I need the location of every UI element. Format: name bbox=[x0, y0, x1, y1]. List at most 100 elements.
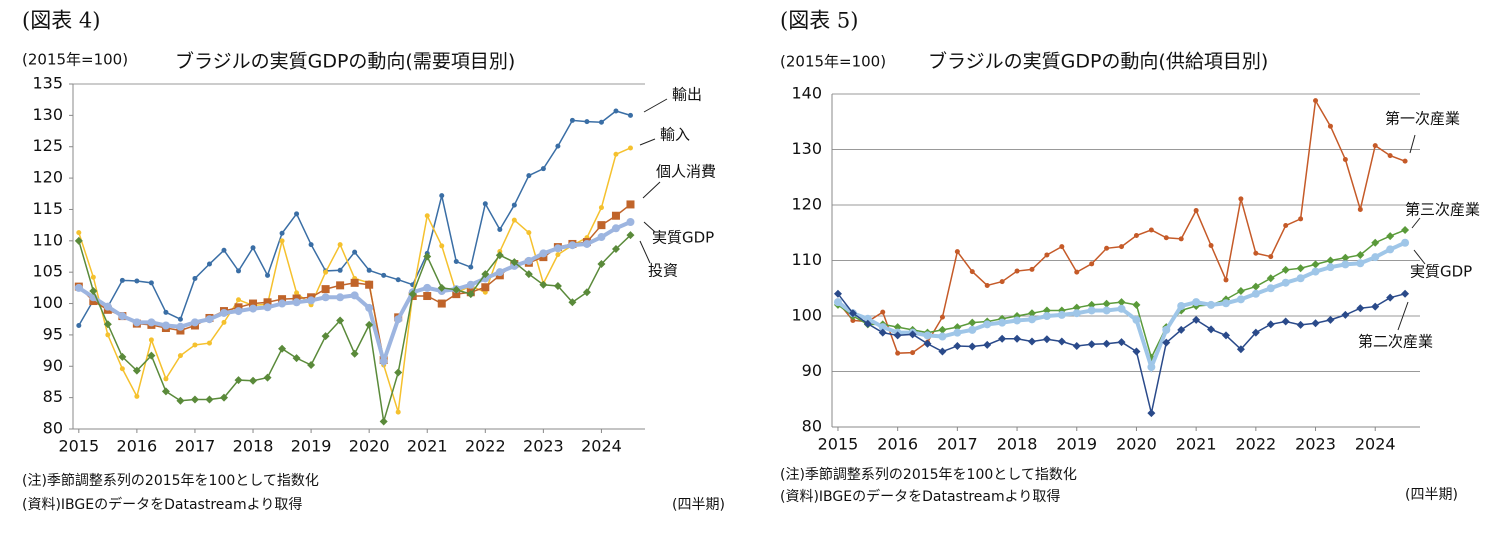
series-label: 実質GDP bbox=[1410, 263, 1472, 281]
point bbox=[263, 303, 272, 312]
point bbox=[292, 354, 301, 363]
point bbox=[321, 332, 330, 341]
point bbox=[613, 151, 619, 157]
point bbox=[437, 299, 446, 308]
point bbox=[526, 173, 532, 179]
point bbox=[953, 341, 962, 350]
point bbox=[1311, 260, 1320, 269]
point bbox=[939, 314, 945, 320]
point bbox=[221, 247, 227, 253]
point bbox=[337, 267, 343, 273]
point bbox=[1251, 289, 1260, 298]
point bbox=[1087, 340, 1096, 349]
point bbox=[236, 268, 242, 274]
point bbox=[1057, 310, 1066, 319]
point bbox=[984, 282, 990, 288]
point bbox=[1371, 302, 1380, 311]
point bbox=[1193, 208, 1199, 214]
x-tick-label: 2022 bbox=[1235, 435, 1276, 454]
point bbox=[598, 205, 604, 211]
point bbox=[553, 244, 562, 253]
point bbox=[1013, 316, 1022, 325]
point bbox=[308, 242, 314, 248]
series-label: 第二次産業 bbox=[1358, 333, 1433, 351]
point bbox=[118, 312, 127, 321]
point bbox=[103, 320, 112, 329]
point bbox=[923, 331, 932, 340]
point bbox=[365, 320, 374, 329]
point bbox=[424, 213, 430, 219]
point bbox=[626, 200, 635, 209]
point bbox=[1163, 235, 1169, 241]
point bbox=[177, 353, 183, 359]
point bbox=[118, 352, 127, 361]
point bbox=[1027, 309, 1036, 318]
point bbox=[381, 272, 387, 278]
point bbox=[1296, 264, 1305, 273]
point bbox=[1236, 345, 1245, 354]
point bbox=[1311, 319, 1320, 328]
point bbox=[292, 298, 301, 307]
x-tick-label: 2020 bbox=[1116, 435, 1157, 454]
point bbox=[1326, 315, 1335, 324]
point bbox=[379, 417, 388, 426]
chart-title: ブラジルの実質GDPの動向(供給項目別) bbox=[928, 50, 1268, 73]
y-tick-label: 115 bbox=[32, 199, 63, 218]
point bbox=[1221, 299, 1230, 308]
point bbox=[1192, 298, 1201, 307]
y-tick-label: 100 bbox=[791, 306, 822, 325]
point bbox=[236, 297, 242, 303]
point bbox=[350, 291, 359, 300]
point bbox=[1296, 274, 1305, 283]
point bbox=[880, 309, 886, 315]
point bbox=[278, 299, 287, 308]
point bbox=[192, 275, 198, 281]
point bbox=[1356, 250, 1365, 259]
point bbox=[423, 252, 432, 261]
point bbox=[1356, 259, 1365, 268]
point bbox=[205, 315, 214, 324]
series-label: 輸出 bbox=[672, 86, 702, 104]
point bbox=[598, 119, 604, 125]
point bbox=[1401, 225, 1410, 234]
point bbox=[923, 339, 932, 348]
point bbox=[249, 299, 258, 308]
point bbox=[1132, 300, 1141, 309]
point bbox=[1386, 293, 1395, 302]
x-tick-label: 2018 bbox=[233, 437, 274, 456]
point bbox=[250, 245, 256, 251]
point bbox=[850, 317, 856, 323]
x-tick-label: 2023 bbox=[523, 437, 564, 456]
point bbox=[893, 331, 902, 340]
x-tick-label: 2017 bbox=[175, 437, 216, 456]
point bbox=[1027, 337, 1036, 346]
point bbox=[249, 304, 258, 313]
point bbox=[1102, 339, 1111, 348]
point bbox=[968, 318, 977, 327]
point bbox=[1326, 263, 1335, 272]
point bbox=[263, 373, 272, 382]
point bbox=[1013, 334, 1022, 343]
point bbox=[1283, 223, 1289, 229]
point bbox=[147, 318, 156, 327]
point bbox=[1147, 409, 1156, 418]
point bbox=[1327, 123, 1333, 129]
point bbox=[321, 285, 330, 294]
point bbox=[119, 277, 125, 283]
label-arrow bbox=[643, 98, 668, 113]
point bbox=[1371, 253, 1380, 262]
y-tick-label: 110 bbox=[791, 250, 822, 269]
point bbox=[526, 230, 532, 236]
point bbox=[1029, 266, 1035, 272]
point bbox=[555, 252, 561, 258]
y-tick-label: 90 bbox=[802, 361, 822, 380]
point bbox=[953, 328, 962, 337]
point bbox=[1117, 338, 1126, 347]
point bbox=[365, 303, 374, 312]
point bbox=[983, 320, 992, 329]
point bbox=[1341, 310, 1350, 319]
point bbox=[953, 323, 962, 332]
y-tick-label: 80 bbox=[802, 417, 822, 436]
series-line bbox=[837, 98, 1406, 354]
point bbox=[177, 316, 183, 322]
